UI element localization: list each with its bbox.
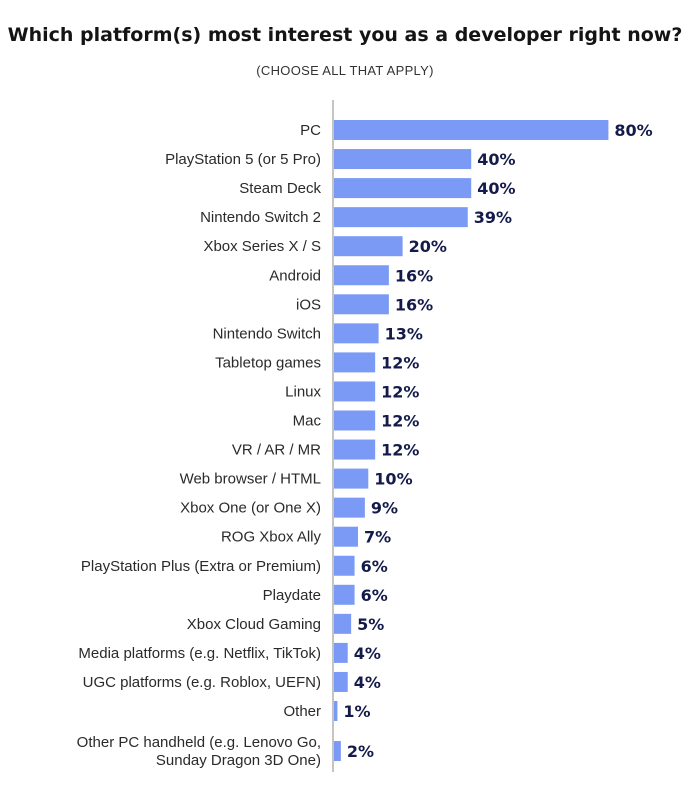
bar	[334, 671, 348, 692]
bar	[334, 381, 376, 402]
category-label: Sunday Dragon 3D One)	[156, 752, 321, 769]
bar	[334, 439, 376, 460]
category-label: PlayStation Plus (Extra or Premium)	[81, 558, 321, 575]
bar	[334, 410, 376, 431]
bar	[334, 741, 341, 762]
bar	[334, 149, 472, 170]
category-label: Nintendo Switch 2	[200, 209, 321, 226]
value-label: 16%	[395, 295, 433, 314]
category-label: UGC platforms (e.g. Roblox, UEFN)	[83, 674, 321, 691]
value-label: 20%	[409, 237, 447, 256]
value-label: 4%	[354, 673, 381, 692]
category-label: Playdate	[263, 587, 321, 604]
value-label: 12%	[381, 412, 419, 431]
value-label: 6%	[361, 557, 388, 576]
bar	[334, 323, 379, 344]
category-label: Xbox Cloud Gaming	[187, 616, 321, 633]
chart-title: Which platform(s) most interest you as a…	[7, 24, 683, 46]
category-label: Xbox Series X / S	[203, 238, 321, 255]
bar	[334, 265, 389, 286]
category-label: Mac	[293, 413, 322, 430]
bar	[334, 526, 359, 547]
value-label: 12%	[381, 382, 419, 401]
bar	[334, 701, 338, 721]
bar	[334, 120, 609, 140]
bar	[334, 468, 369, 489]
value-label: 5%	[357, 615, 384, 634]
bar	[334, 352, 376, 373]
value-label: 7%	[364, 528, 391, 547]
bar	[334, 555, 355, 576]
category-label: Linux	[285, 383, 321, 400]
value-label: 12%	[381, 353, 419, 372]
bar	[334, 584, 355, 605]
value-label: 13%	[385, 324, 423, 343]
bar	[334, 613, 352, 634]
category-label: Other PC handheld (e.g. Lenovo Go,	[77, 734, 321, 751]
value-label: 6%	[361, 586, 388, 605]
bar	[334, 236, 403, 257]
value-label: 16%	[395, 266, 433, 285]
value-label: 2%	[347, 742, 374, 761]
value-label: 80%	[614, 121, 652, 140]
value-label: 12%	[381, 441, 419, 460]
chart-subtitle: (CHOOSE ALL THAT APPLY)	[256, 63, 434, 78]
category-label: iOS	[296, 296, 321, 313]
category-label: PC	[300, 122, 321, 139]
bar	[334, 294, 389, 315]
value-label: 39%	[474, 208, 512, 227]
category-label: Other	[283, 703, 321, 720]
category-label: Nintendo Switch	[213, 325, 321, 342]
bar	[334, 642, 348, 663]
category-label: Media platforms (e.g. Netflix, TikTok)	[78, 645, 321, 662]
value-label: 40%	[477, 179, 515, 198]
value-label: 1%	[343, 702, 370, 721]
category-label: Steam Deck	[239, 180, 321, 197]
value-label: 40%	[477, 150, 515, 169]
category-label: Web browser / HTML	[180, 471, 321, 488]
category-label: PlayStation 5 (or 5 Pro)	[165, 151, 321, 168]
value-label: 10%	[374, 470, 412, 489]
value-label: 4%	[354, 644, 381, 663]
bar	[334, 178, 472, 199]
category-label: Xbox One (or One X)	[180, 500, 321, 517]
value-label: 9%	[371, 499, 398, 518]
category-label: ROG Xbox Ally	[221, 529, 322, 546]
category-label: Tabletop games	[215, 354, 321, 371]
category-label: Android	[269, 267, 321, 284]
bar	[334, 207, 468, 228]
bar	[334, 497, 365, 518]
category-label: VR / AR / MR	[232, 442, 321, 459]
